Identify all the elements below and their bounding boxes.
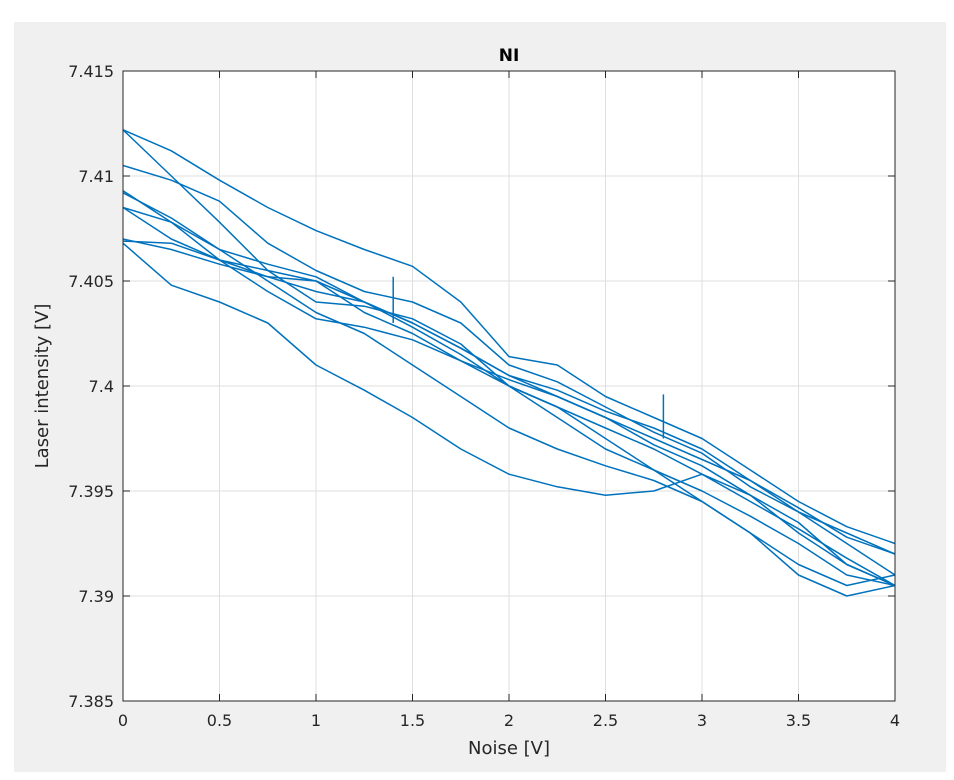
y-tick-label: 7.395 bbox=[68, 482, 114, 501]
y-tick-label: 7.405 bbox=[68, 272, 114, 291]
y-tick-label: 7.41 bbox=[78, 167, 114, 186]
x-tick-label: 1 bbox=[311, 711, 321, 730]
y-tick-label: 7.385 bbox=[68, 692, 114, 711]
x-tick-label: 3 bbox=[697, 711, 707, 730]
x-tick-label: 0 bbox=[118, 711, 128, 730]
series-line-1 bbox=[122, 129, 896, 545]
chart-title: NI bbox=[499, 46, 520, 66]
x-tick-label: 0.5 bbox=[207, 711, 232, 730]
figure-border-left bbox=[0, 0, 14, 780]
x-tick-label: 3.5 bbox=[786, 711, 811, 730]
figure-border-right bbox=[946, 0, 954, 780]
x-tick-label: 4 bbox=[890, 711, 900, 730]
x-axis-label: Noise [V] bbox=[468, 738, 550, 759]
figure-border-top bbox=[0, 0, 954, 22]
y-tick-label: 7.39 bbox=[78, 587, 114, 606]
series-line-2 bbox=[122, 164, 896, 555]
y-axis-label: Laser intensity [V] bbox=[32, 304, 53, 469]
x-tick-label: 2.5 bbox=[593, 711, 618, 730]
y-tick-label: 7.415 bbox=[68, 62, 114, 81]
y-tick-label: 7.4 bbox=[89, 377, 114, 396]
series-line-3 bbox=[122, 242, 896, 587]
series-line-10 bbox=[122, 192, 896, 587]
series-line-7 bbox=[122, 240, 896, 576]
x-tick-label: 2 bbox=[504, 711, 514, 730]
figure-border-bottom bbox=[0, 772, 954, 780]
x-tick-label: 1.5 bbox=[400, 711, 425, 730]
data-series bbox=[122, 129, 896, 597]
axis-ticks: 0 0.5 1 1.5 2 2.5 3 3.5 4 7.385 7.39 7.395 7.4 7.405 7… bbox=[68, 62, 900, 730]
series-line-5 bbox=[122, 190, 896, 555]
